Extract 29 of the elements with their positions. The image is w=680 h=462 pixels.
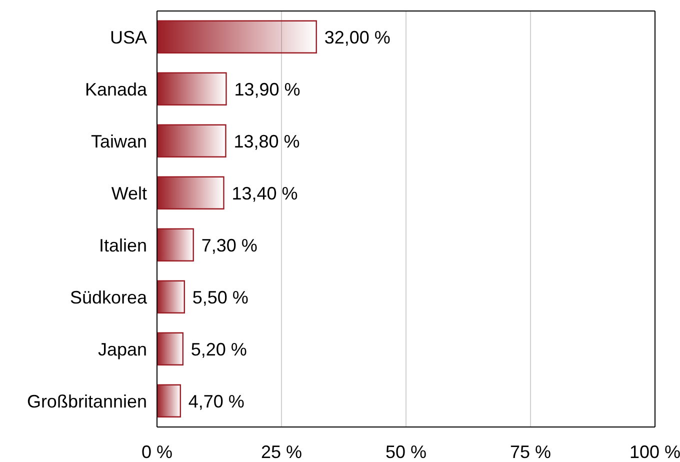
data-label: 4,70 %: [188, 391, 244, 412]
bar: [157, 124, 226, 158]
x-tick-label: 0 %: [141, 442, 173, 462]
y-tick-label: Taiwan: [90, 131, 147, 152]
data-label: 13,80 %: [234, 131, 300, 152]
bar: [157, 72, 227, 106]
x-tick-label: 50 %: [385, 442, 427, 462]
y-tick-label: Italien: [98, 235, 147, 256]
data-label: 13,40 %: [232, 183, 298, 204]
y-tick-label: Kanada: [84, 79, 148, 100]
bar: [157, 332, 184, 366]
data-label: 32,00 %: [324, 27, 390, 48]
bar: [157, 176, 224, 210]
bar: [157, 228, 194, 262]
y-tick-label: Welt: [111, 183, 147, 204]
x-tick-label: 100 %: [629, 442, 680, 462]
bar: [157, 20, 317, 54]
x-tick-label: 25 %: [260, 442, 302, 462]
y-tick-label: Großbritannien: [26, 391, 147, 412]
data-label: 5,20 %: [190, 339, 247, 360]
y-tick-label: USA: [110, 27, 147, 48]
data-label: 5,50 %: [192, 287, 248, 308]
bar: [157, 384, 182, 418]
y-tick-label: Südkorea: [70, 287, 148, 308]
data-label: 13,90 %: [234, 79, 300, 100]
bar: [157, 280, 185, 314]
data-label: 7,30 %: [201, 235, 258, 256]
y-tick-label: Japan: [98, 339, 147, 360]
x-tick-label: 75 %: [510, 442, 552, 462]
